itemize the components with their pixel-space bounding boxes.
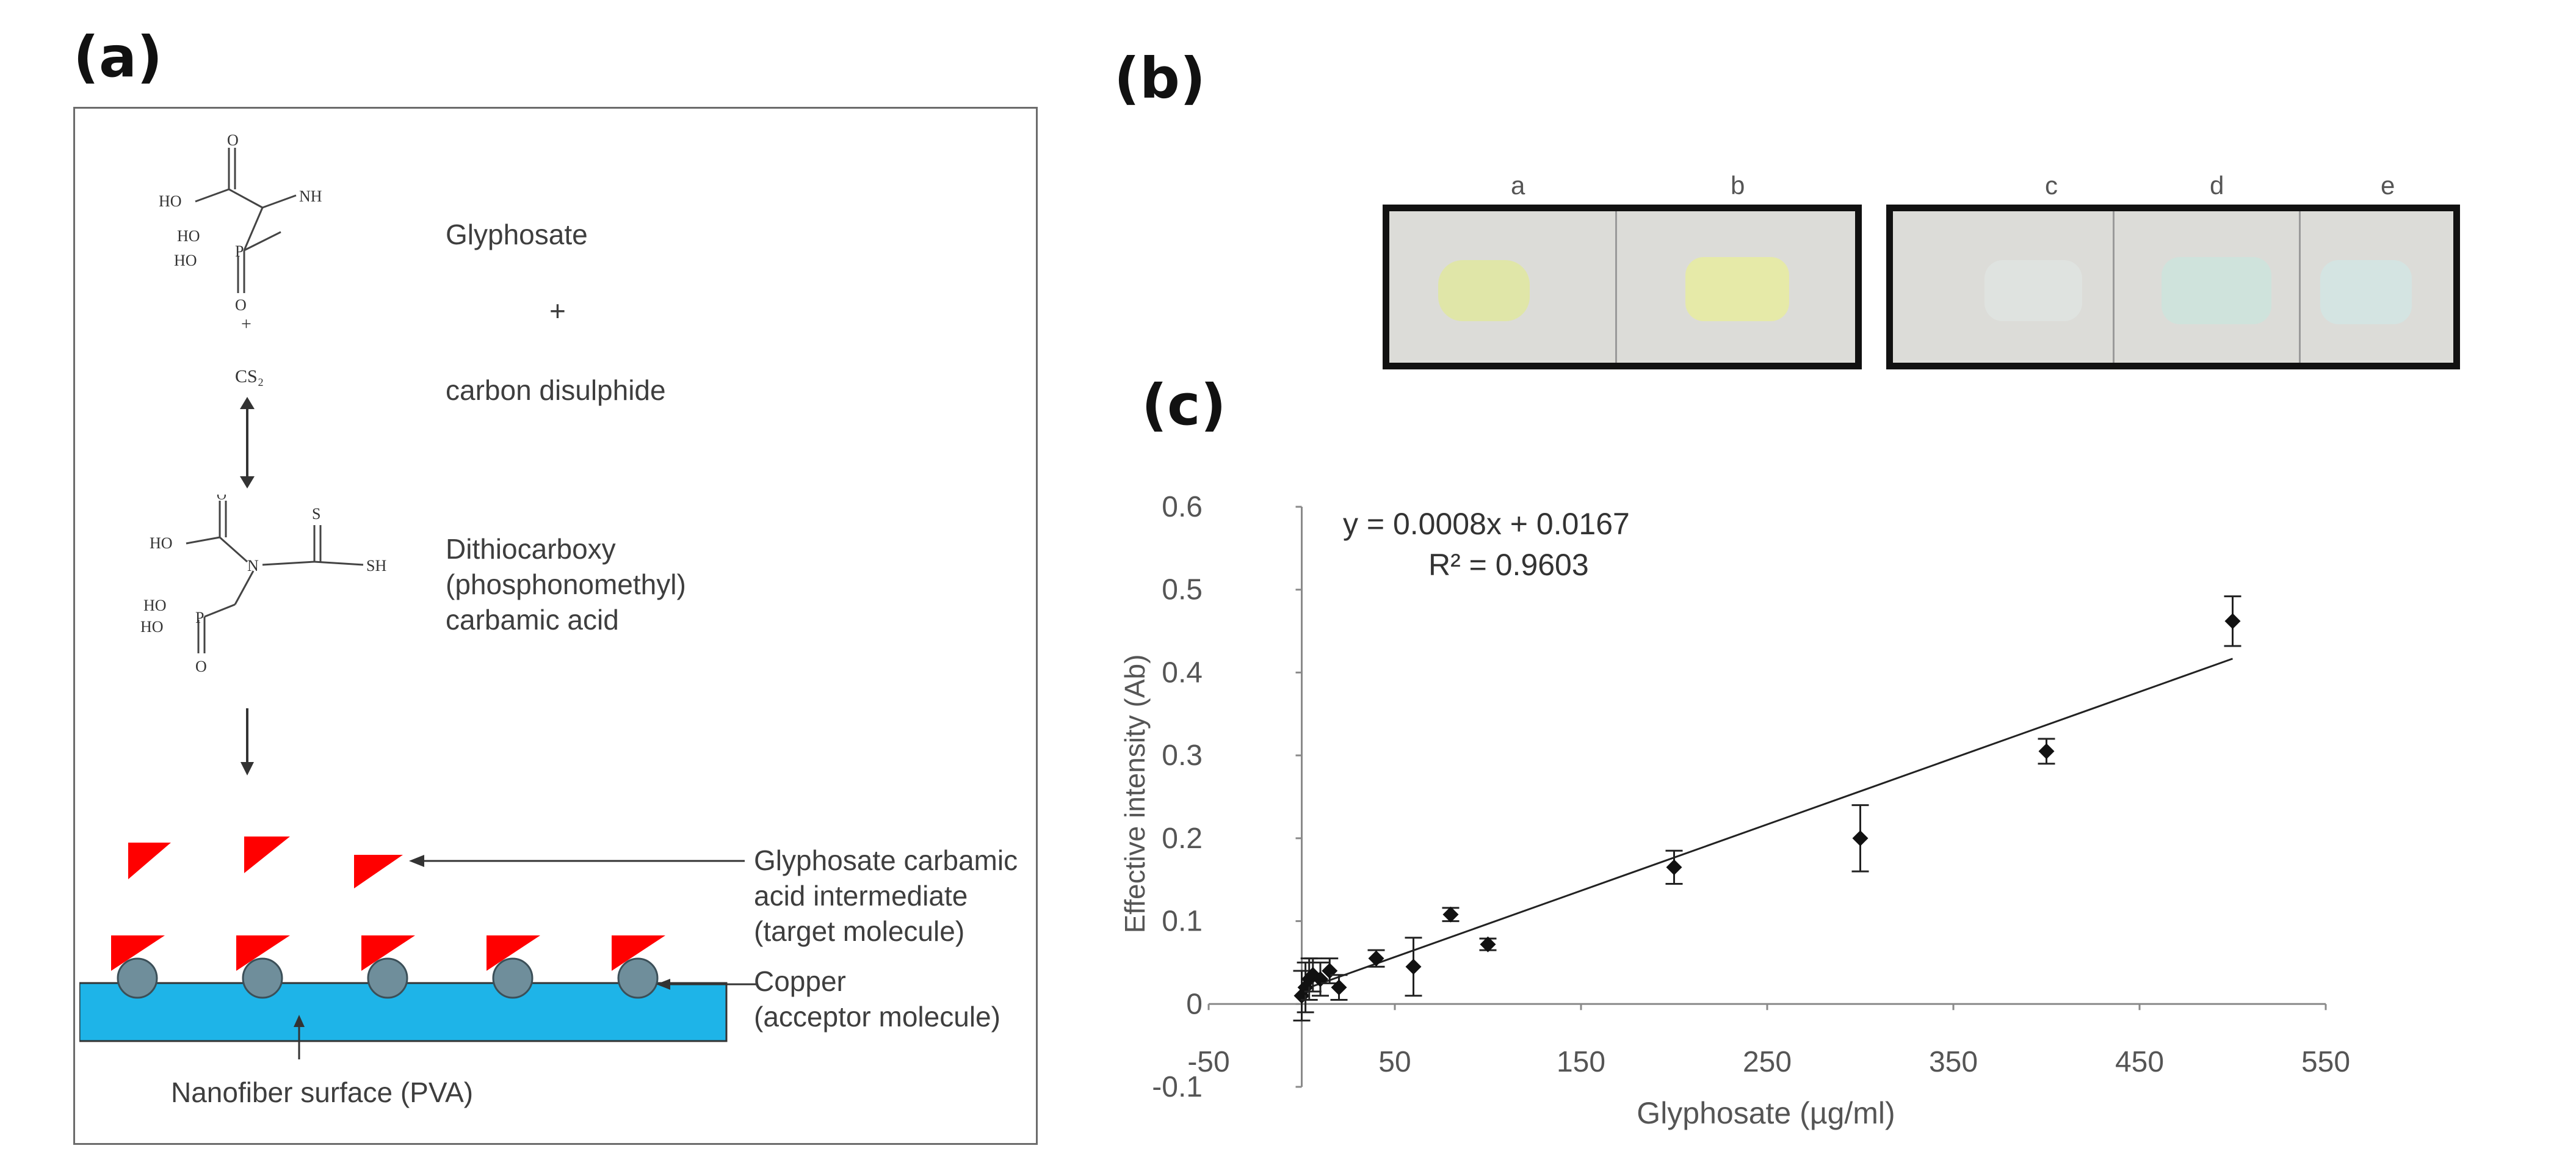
ho-label: HO xyxy=(174,252,197,269)
acceptor-label-line1: Copper xyxy=(754,965,846,997)
copper-acceptor xyxy=(612,935,665,999)
equilibrium-arrow xyxy=(240,397,255,488)
glyphosate-structure: HO NH HO HO P O O + xyxy=(159,134,322,334)
ho-label: HO xyxy=(177,227,200,245)
data-point xyxy=(1480,936,1496,953)
y-tick-label: 0.3 xyxy=(1162,739,1203,772)
data-marks xyxy=(1293,595,2241,1022)
target-molecule-triangle xyxy=(128,843,171,879)
sh-label: SH xyxy=(366,557,386,575)
y-tick-label: 0.5 xyxy=(1162,574,1203,606)
cs2-label: CS₂ xyxy=(235,366,264,387)
copper-acceptor xyxy=(111,935,165,999)
sample-label-c: c xyxy=(2045,171,2058,200)
target-molecule-label-line3: (target molecule) xyxy=(754,915,965,947)
y-tick-label: 0.2 xyxy=(1162,822,1203,855)
ho-label: HO xyxy=(140,618,164,636)
dithiocarboxy-structure: HO N S SH HO HO P O O xyxy=(140,495,386,675)
target-molecule-label-line1: Glyphosate carbamic xyxy=(754,844,1018,876)
test-pad-a xyxy=(1438,260,1530,321)
phosphorus-label: P xyxy=(235,242,244,260)
x-tick-label: 450 xyxy=(2115,1046,2164,1078)
x-tick-label: 150 xyxy=(1557,1046,1605,1078)
glyphosate-label: Glyphosate xyxy=(446,219,588,250)
data-point xyxy=(2224,613,2241,630)
trendline-equation: y = 0.0008x + 0.0167 xyxy=(1343,507,1630,541)
test-pad-b xyxy=(1685,257,1789,321)
ho-label: HO xyxy=(150,534,173,552)
sulfur-label: S xyxy=(312,505,320,523)
product-label-line3: carbamic acid xyxy=(446,604,619,636)
pointer-arrowhead xyxy=(294,1015,305,1027)
calibration-chart: -0.1 0 0.1 0.2 0.3 0.4 0.5 0.6 -50 50 150 250 350 450… xyxy=(1119,491,2350,1130)
reaction-scheme-box xyxy=(73,107,1038,1145)
x-tick-label: -50 xyxy=(1187,1046,1229,1078)
pointer-arrowhead xyxy=(656,979,670,990)
data-point xyxy=(2038,743,2055,760)
data-point xyxy=(1442,906,1459,923)
oxygen-label: O xyxy=(227,134,239,149)
reaction-arrow xyxy=(241,708,254,775)
y-tick-label: -0.1 xyxy=(1152,1071,1203,1103)
r-squared-label: R² = 0.9603 xyxy=(1428,548,1589,582)
data-point xyxy=(1852,830,1869,846)
oxygen-label: O xyxy=(217,495,226,503)
product-label-line1: Dithiocarboxy xyxy=(446,533,616,565)
test-pad-d xyxy=(2162,257,2271,324)
acceptor-label-line2: (acceptor molecule) xyxy=(754,1001,1000,1033)
phosphorus-label: P xyxy=(195,609,204,626)
x-tick-label: 50 xyxy=(1378,1046,1411,1078)
sample-label-d: d xyxy=(2210,171,2224,200)
axes: -0.1 0 0.1 0.2 0.3 0.4 0.5 0.6 -50 50 150 250 350 450… xyxy=(1152,491,2350,1103)
photo-strip-left xyxy=(1383,205,1862,369)
nh-label: NH xyxy=(299,187,322,205)
strip-divider xyxy=(2299,211,2301,363)
sample-label-b: b xyxy=(1731,171,1745,200)
sample-label-e: e xyxy=(2381,171,2395,200)
x-tick-label: 350 xyxy=(1929,1046,1978,1078)
x-tick-label: 550 xyxy=(2301,1046,2350,1078)
y-tick-label: 0.1 xyxy=(1162,906,1203,938)
target-molecule-label-line2: acid intermediate xyxy=(754,880,968,912)
data-point xyxy=(1666,859,1682,876)
copper-acceptor xyxy=(361,935,415,999)
x-axis-label: Glyphosate (µg/ml) xyxy=(1637,1096,1895,1130)
data-point xyxy=(1297,979,1314,996)
plus-small: + xyxy=(241,314,251,334)
test-pad-c xyxy=(1984,260,2082,321)
nanofiber-surface-label: Nanofiber surface (PVA) xyxy=(171,1076,474,1108)
copper-acceptor xyxy=(236,935,290,999)
nitrogen-label: N xyxy=(247,557,259,575)
target-molecule-triangle xyxy=(354,855,403,888)
data-point xyxy=(1405,959,1422,975)
y-axis-label: Effective intensity (Ab) xyxy=(1119,655,1151,934)
data-point xyxy=(1331,979,1347,996)
oxygen-label: O xyxy=(195,658,207,675)
photo-strip-right xyxy=(1886,205,2460,369)
copper-acceptor xyxy=(487,935,540,999)
target-molecule-triangle xyxy=(244,837,290,873)
test-pad-e xyxy=(2320,260,2412,324)
trendline xyxy=(1301,658,2234,992)
ho-label: HO xyxy=(143,597,167,614)
ho-label: HO xyxy=(159,192,182,210)
panel-label-a: (a) xyxy=(73,24,163,90)
x-tick-label: 250 xyxy=(1743,1046,1792,1078)
pointer-arrowhead xyxy=(409,855,424,867)
panel-label-c: (c) xyxy=(1141,372,1226,438)
strip-divider xyxy=(1615,211,1617,363)
y-tick-label: 0.4 xyxy=(1162,656,1203,689)
plus-sign: + xyxy=(549,295,566,327)
oxygen-label: O xyxy=(235,296,247,314)
strip-divider xyxy=(2113,211,2115,363)
panel-label-b: (b) xyxy=(1114,46,1206,111)
carbon-disulphide-label: carbon disulphide xyxy=(446,374,666,406)
y-tick-label: 0.6 xyxy=(1162,491,1203,523)
data-point xyxy=(1368,950,1384,967)
nanofiber-illustration xyxy=(79,837,757,1059)
product-label-line2: (phosphonomethyl) xyxy=(446,568,686,600)
sample-label-a: a xyxy=(1511,171,1525,200)
y-tick-label: 0 xyxy=(1186,988,1203,1020)
